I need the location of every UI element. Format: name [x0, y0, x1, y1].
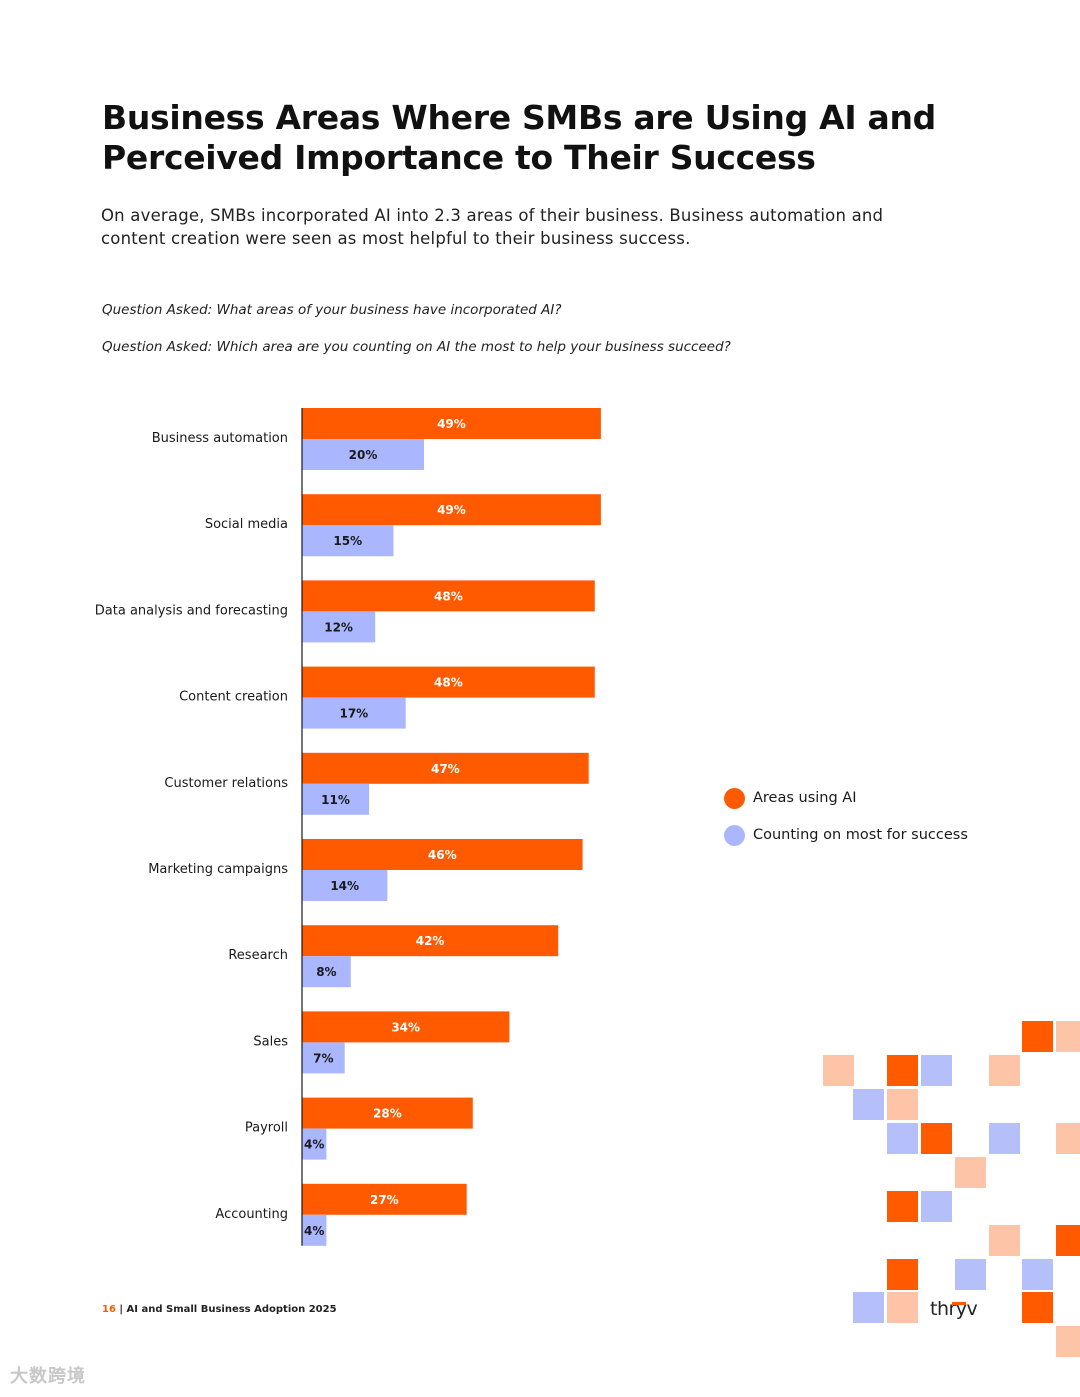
bar-value-label: 34% — [391, 1020, 420, 1034]
category-label: Social media — [205, 517, 288, 532]
decor-square — [887, 1123, 918, 1154]
page-number: 16 — [102, 1304, 116, 1315]
category-label: Customer relations — [164, 776, 288, 791]
decor-square — [921, 1191, 952, 1222]
bar-value-label: 4% — [304, 1138, 324, 1152]
decor-square — [989, 1123, 1020, 1154]
bar-areas-using-ai — [302, 752, 589, 784]
legend-item-counting-on-most: Counting on most for success — [724, 823, 968, 847]
bar-value-label: 49% — [437, 503, 466, 517]
decor-square — [921, 1123, 952, 1154]
bar-areas-using-ai — [302, 494, 601, 526]
bar-counting-on-most — [302, 697, 406, 729]
bar-value-label: 49% — [437, 417, 466, 431]
bar-areas-using-ai — [302, 408, 601, 439]
bar-value-label: 48% — [434, 676, 463, 690]
page-title-line-1: Business Areas Where SMBs are Using AI a… — [102, 98, 937, 137]
page-subtitle-line-2: content creation were seen as most helpf… — [101, 229, 691, 248]
decor-square — [1056, 1225, 1080, 1256]
legend-swatch-blue — [724, 824, 745, 846]
page-footer: 16 | AI and Small Business Adoption 2025 — [102, 1304, 337, 1315]
bar-counting-on-most — [302, 870, 388, 901]
decor-square — [1022, 1259, 1053, 1290]
decor-square — [887, 1089, 918, 1120]
decor-square — [887, 1191, 918, 1222]
bar-areas-using-ai — [302, 666, 595, 698]
bar-counting-on-most — [302, 1214, 327, 1246]
legend-label: Areas using AI — [753, 790, 857, 806]
bar-counting-on-most — [302, 956, 351, 988]
bar-value-label: 20% — [349, 448, 378, 462]
bar-value-label: 14% — [330, 879, 359, 893]
category-label: Data analysis and forecasting — [95, 603, 288, 618]
category-label: Accounting — [215, 1207, 288, 1222]
category-label: Sales — [253, 1034, 288, 1049]
bar-value-label: 27% — [370, 1193, 399, 1207]
bar-value-label: 46% — [428, 848, 457, 862]
bar-areas-using-ai — [302, 839, 583, 870]
legend-item-areas-using-ai: Areas using AI — [724, 786, 968, 810]
bar-counting-on-most — [302, 439, 424, 470]
page-title: Business Areas Where SMBs are Using AI a… — [102, 98, 982, 178]
decor-square — [921, 1055, 952, 1086]
bar-areas-using-ai — [302, 1183, 467, 1215]
page-subtitle-line-1: On average, SMBs incorporated AI into 2.… — [101, 206, 884, 225]
bar-counting-on-most — [302, 611, 376, 643]
bar-value-label: 11% — [321, 793, 350, 807]
decor-square — [955, 1259, 986, 1290]
bar-counting-on-most — [302, 1042, 345, 1074]
decor-square — [887, 1292, 918, 1323]
bar-value-label: 15% — [333, 534, 362, 548]
page-title-line-2: Perceived Importance to Their Success — [102, 138, 816, 177]
bar-value-label: 48% — [434, 589, 463, 603]
legend-label: Counting on most for success — [753, 827, 968, 843]
category-label: Marketing campaigns — [148, 862, 288, 877]
category-label: Payroll — [245, 1121, 288, 1136]
decor-square — [989, 1055, 1020, 1086]
bar-value-label: 7% — [313, 1051, 333, 1065]
decor-square — [887, 1055, 918, 1086]
question-1: Question Asked: What areas of your busin… — [102, 302, 562, 318]
category-label: Business automation — [152, 431, 288, 446]
decor-square — [887, 1259, 918, 1290]
legend-swatch-orange — [724, 787, 745, 809]
decor-square — [823, 1055, 854, 1086]
bar-areas-using-ai — [302, 1097, 473, 1129]
bar-areas-using-ai — [302, 1011, 510, 1043]
decor-square — [1056, 1326, 1080, 1357]
report-title: AI and Small Business Adoption 2025 — [126, 1304, 337, 1315]
bar-counting-on-most — [302, 1128, 327, 1160]
decor-square — [853, 1089, 884, 1120]
bar-value-label: 47% — [431, 762, 460, 776]
logo-accent-mark — [952, 1302, 966, 1305]
bar-counting-on-most — [302, 783, 370, 815]
decor-square — [1022, 1021, 1053, 1052]
bar-value-label: 17% — [339, 707, 368, 721]
decor-square — [955, 1157, 986, 1188]
decor-square — [989, 1225, 1020, 1256]
bar-value-label: 28% — [373, 1107, 402, 1121]
footer-separator: | — [115, 1304, 127, 1315]
chart-legend: Areas using AI Counting on most for succ… — [724, 786, 968, 860]
decor-square — [1056, 1021, 1080, 1052]
question-2: Question Asked: Which area are you count… — [102, 339, 731, 355]
bar-counting-on-most — [302, 525, 394, 557]
bar-value-label: 12% — [324, 620, 353, 634]
bar-chart: Business automation 49% 20% Social media 49%… — [95, 408, 601, 1246]
bar-areas-using-ai — [302, 580, 595, 612]
watermark: 大数跨境 — [10, 1366, 86, 1387]
bar-value-label: 4% — [304, 1224, 324, 1238]
decor-square — [1056, 1123, 1080, 1154]
decor-square — [1022, 1292, 1053, 1323]
bar-value-label: 8% — [316, 965, 336, 979]
decor-square — [853, 1292, 884, 1323]
page-subtitle: On average, SMBs incorporated AI into 2.… — [101, 204, 961, 250]
category-label: Research — [228, 948, 288, 963]
bar-value-label: 42% — [416, 934, 445, 948]
bar-areas-using-ai — [302, 925, 559, 957]
category-label: Content creation — [179, 690, 288, 705]
